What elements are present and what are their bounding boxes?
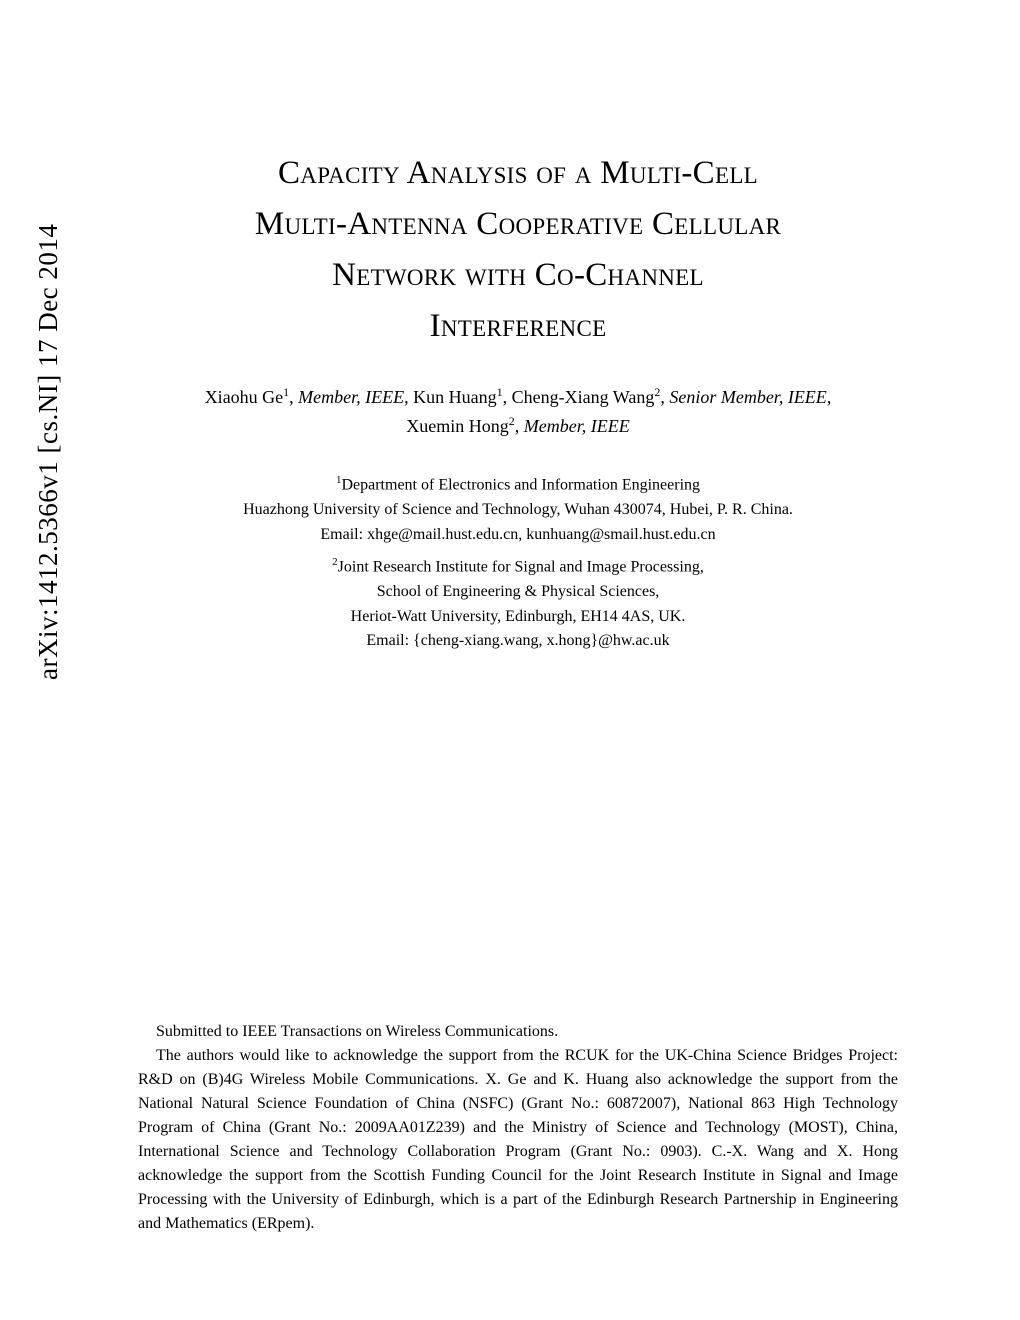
author-3-name: Cheng-Xiang Wang	[512, 387, 655, 407]
author-1-role: Member, IEEE	[298, 387, 404, 407]
paper-title: Capacity Analysis of a Multi-Cell Multi-…	[138, 148, 898, 353]
footer-p1: Submitted to IEEE Transactions on Wirele…	[138, 1020, 898, 1044]
title-line-2: Multi-Antenna Cooperative Cellular	[255, 206, 781, 242]
affil-1-line-1: Department of Electronics and Informatio…	[341, 476, 700, 493]
affil-1-line-3: Email: xhge@mail.hust.edu.cn, kunhuang@s…	[320, 526, 715, 543]
author-2-name: Kun Huang	[413, 387, 497, 407]
affil-2-line-2: School of Engineering & Physical Science…	[377, 583, 660, 600]
affiliation-1: 1Department of Electronics and Informati…	[138, 472, 898, 548]
author-3-sup: 2	[654, 385, 660, 399]
author-4-sup: 2	[509, 414, 515, 428]
affiliation-2: 2Joint Research Institute for Signal and…	[138, 554, 898, 655]
author-1-name: Xiaohu Ge	[205, 387, 283, 407]
title-line-1: Capacity Analysis of a Multi-Cell	[278, 155, 758, 191]
footer-notes: Submitted to IEEE Transactions on Wirele…	[138, 1020, 898, 1236]
author-2-sup: 1	[497, 385, 503, 399]
author-3-role: Senior Member, IEEE	[669, 387, 826, 407]
authors-block: Xiaohu Ge1, Member, IEEE, Kun Huang1, Ch…	[138, 383, 898, 442]
title-line-3: Network with Co-Channel	[332, 257, 704, 293]
paper-content: Capacity Analysis of a Multi-Cell Multi-…	[138, 148, 898, 662]
author-1-sup: 1	[283, 385, 289, 399]
affil-2-line-3: Heriot-Watt University, Edinburgh, EH14 …	[351, 608, 686, 625]
affil-2-line-4: Email: {cheng-xiang.wang, x.hong}@hw.ac.…	[366, 632, 669, 649]
author-4-name: Xuemin Hong	[406, 416, 509, 436]
arxiv-stamp: arXiv:1412.5366v1 [cs.NI] 17 Dec 2014	[33, 224, 64, 680]
title-line-4: Interference	[430, 308, 607, 344]
author-4-role: Member, IEEE	[524, 416, 630, 436]
affil-1-line-2: Huazhong University of Science and Techn…	[243, 501, 793, 518]
affiliations-block: 1Department of Electronics and Informati…	[138, 472, 898, 654]
affil-2-line-1: Joint Research Institute for Signal and …	[338, 558, 704, 575]
footer-p2: The authors would like to acknowledge th…	[138, 1044, 898, 1236]
